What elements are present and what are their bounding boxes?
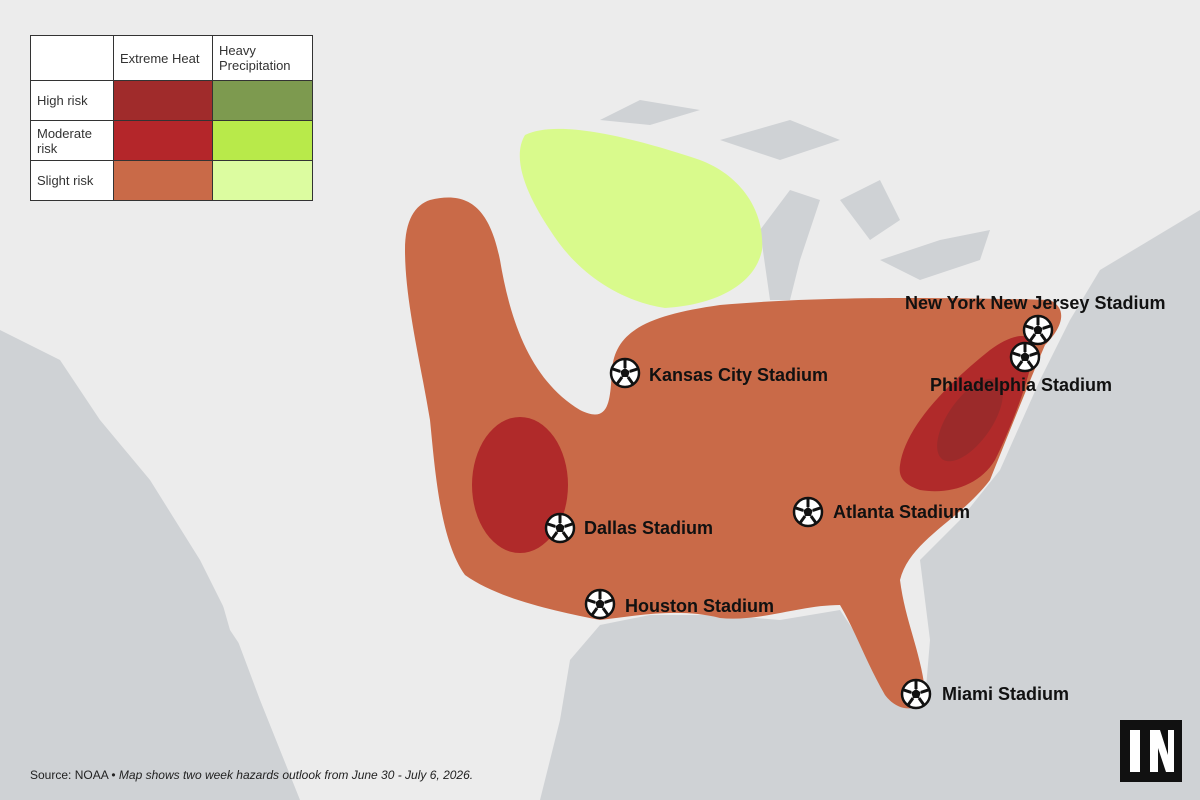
- stadium-icons: [544, 314, 1054, 710]
- stadium-label: Houston Stadium: [625, 596, 774, 616]
- stadium-label: Kansas City Stadium: [649, 365, 828, 385]
- legend-row: High risk: [30, 80, 114, 121]
- stadium-label: Philadelphia Stadium: [930, 375, 1112, 395]
- legend-swatch: [212, 160, 313, 201]
- precip-slight: [519, 128, 763, 308]
- legend-swatch: [113, 120, 213, 161]
- legend-column: Extreme Heat: [113, 35, 213, 81]
- stadium-icon: [1022, 314, 1054, 346]
- legend-column: Heavy Precipitation: [212, 35, 313, 81]
- stadium-label: Atlanta Stadium: [833, 502, 970, 522]
- stadium-icon: [900, 678, 932, 710]
- stadium-icon: [792, 496, 824, 528]
- stadium-icon: [1009, 341, 1041, 373]
- baja: [210, 560, 310, 740]
- legend-row: Slight risk: [30, 160, 114, 201]
- legend-corner: [30, 35, 114, 81]
- stadium-icon: [544, 512, 576, 544]
- legend-swatch: [113, 80, 213, 121]
- stadium-label: Miami Stadium: [942, 684, 1069, 704]
- legend-swatch: [212, 80, 313, 121]
- legend: Extreme Heat Heavy Precipitation High ri…: [30, 35, 313, 201]
- heat-high: [937, 378, 1003, 462]
- stadium-label: New York New Jersey Stadium: [905, 293, 1165, 313]
- legend-row: Moderate risk: [30, 120, 114, 161]
- heat-moderate-texas: [472, 417, 568, 553]
- source-prefix: Source: NOAA •: [30, 768, 116, 782]
- canada-lakes: [600, 100, 990, 300]
- source-text: Map shows two week hazards outlook from …: [118, 768, 474, 782]
- legend-swatch: [113, 160, 213, 201]
- stadium-labels: New York New Jersey Stadium Philadelphia…: [584, 293, 1165, 704]
- stadium-icon: [584, 588, 616, 620]
- stadium-label: Dallas Stadium: [584, 518, 713, 538]
- stadium-icon: [609, 357, 641, 389]
- legend-swatch: [212, 120, 313, 161]
- logo: [1120, 720, 1182, 782]
- heat-slight: [405, 197, 1062, 709]
- source-note: Source: NOAA • Map shows two week hazard…: [30, 768, 473, 782]
